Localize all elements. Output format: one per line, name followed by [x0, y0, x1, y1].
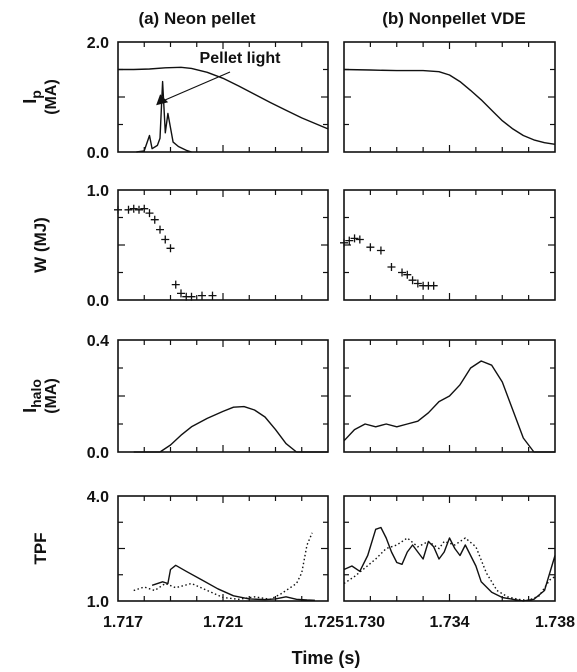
data-point-plus [140, 204, 149, 213]
panel-frame-r1-c1 [343, 189, 556, 301]
y-axis-title-text: W (MJ) [31, 217, 50, 273]
data-point-plus [114, 205, 122, 214]
series-line-r3-c0-1 [133, 532, 313, 601]
series-line-r2-c1-0 [343, 360, 555, 453]
y-tick-label: 1.0 [87, 183, 109, 200]
data-point-plus [166, 244, 175, 253]
data-point-plus [145, 209, 154, 218]
data-point-plus [376, 246, 385, 255]
annotation-arrow [161, 71, 231, 102]
panel-frame-r1-c0 [117, 189, 329, 301]
series-line-r3-c1-0 [343, 526, 556, 602]
data-point-plus [198, 291, 206, 300]
y-tick-label: 4.0 [87, 489, 109, 506]
data-point-plus [124, 205, 133, 214]
y-axis-title-subscript: p [28, 90, 44, 99]
data-point-plus [366, 243, 375, 252]
series-line-r3-c1-1 [343, 537, 556, 602]
panel-frame-r3-c0 [117, 495, 329, 602]
x-axis-title: Time (s) [292, 648, 361, 668]
y-axis-title-unit: (MA) [43, 79, 60, 115]
data-point-plus [129, 204, 138, 213]
data-point-plus [403, 270, 412, 279]
x-tick-label: 1.734 [429, 614, 469, 631]
y-axis-title-ip: Ip (MA) [20, 79, 60, 115]
data-point-plus [408, 276, 417, 285]
series-line-r2-c0-0 [133, 405, 328, 453]
annotation-pellet-light: Pellet light [200, 50, 282, 67]
series-line-r0-c0-1 [136, 80, 192, 153]
y-axis-title-w: W (MJ) [31, 217, 50, 273]
y-tick-label: 2.0 [87, 35, 109, 52]
data-point-plus [340, 238, 348, 247]
y-axis-title-main: Ip [20, 90, 44, 104]
series-line-r0-c1-0 [343, 68, 556, 145]
annotation-arrowhead [156, 94, 169, 106]
y-axis-title-subscript: halo [28, 379, 44, 408]
col-title-a: (a) Neon pellet [138, 9, 255, 28]
data-point-plus [387, 263, 396, 271]
series-line-r0-c0-0 [118, 66, 329, 130]
data-point-plus [345, 236, 354, 245]
data-point-plus [135, 205, 143, 214]
col-title-b: (b) Nonpellet VDE [382, 9, 526, 28]
panel-frame-r3-c1 [343, 495, 556, 602]
x-tick-label: 1.721 [203, 614, 243, 631]
y-tick-label: 0.0 [87, 145, 109, 162]
x-tick-label: 1.738 [535, 614, 575, 631]
y-axis-title-symbol: I [20, 408, 40, 413]
y-axis-title-main: Ihalo [20, 379, 44, 413]
data-point-plus [355, 235, 364, 244]
y-tick-label: 0.0 [87, 445, 109, 462]
data-point-plus [413, 279, 422, 288]
y-axis-title-tpf: TPF [31, 532, 50, 564]
y-tick-label: 0.4 [87, 333, 109, 350]
data-point-plus [398, 268, 407, 277]
data-point-plus [350, 234, 359, 243]
y-tick-label: 0.0 [87, 293, 109, 310]
x-tick-label: 1.717 [103, 614, 143, 631]
y-axis-title-unit: (MA) [43, 378, 60, 414]
y-axis-title-text: TPF [31, 532, 50, 564]
y-axis-title-halo: Ihalo (MA) [20, 378, 60, 414]
data-point-plus [187, 292, 196, 301]
data-point-plus [177, 289, 185, 298]
series-line-r3-c0-0 [151, 564, 315, 601]
data-point-plus [171, 280, 180, 289]
data-point-plus [429, 281, 438, 290]
data-point-plus [150, 215, 159, 224]
data-point-plus [208, 291, 217, 300]
x-tick-label: 1.730 [345, 614, 385, 631]
panel-frame-r2-c0 [117, 339, 329, 453]
x-tick-label: 1.725 [304, 614, 344, 631]
y-axis-title-symbol: I [20, 99, 40, 104]
data-point-plus [161, 235, 170, 244]
y-tick-label: 1.0 [87, 594, 109, 611]
data-point-plus [156, 225, 164, 234]
